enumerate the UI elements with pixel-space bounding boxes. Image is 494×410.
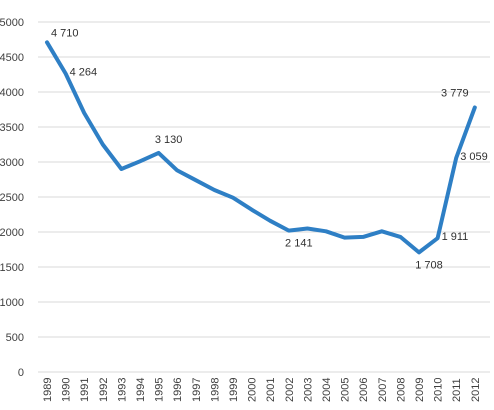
x-tick-label: 1993 [116, 378, 128, 402]
x-tick-label: 2006 [358, 378, 370, 402]
y-tick-label: 3000 [0, 157, 24, 169]
x-tick-label: 1999 [228, 378, 240, 402]
x-tick-label: 2000 [247, 378, 259, 402]
data-label: 2 141 [285, 238, 313, 250]
data-label: 3 779 [441, 87, 469, 99]
data-label: 1 911 [442, 231, 469, 243]
y-tick-label: 5000 [0, 17, 24, 29]
x-tick-label: 1994 [135, 378, 147, 402]
data-label: 3 059 [460, 151, 488, 163]
x-tick-label: 1991 [79, 378, 91, 402]
data-label: 4 710 [51, 27, 79, 39]
y-tick-label: 3500 [0, 122, 24, 134]
x-tick-label: 2011 [451, 378, 463, 402]
x-tick-label: 2003 [302, 378, 314, 402]
data-label: 1 708 [415, 259, 443, 271]
x-tick-label: 2008 [395, 378, 407, 402]
data-label: 3 130 [155, 134, 183, 146]
y-tick-label: 1000 [0, 297, 24, 309]
y-tick-label: 500 [6, 332, 24, 344]
x-tick-label: 2005 [340, 378, 352, 402]
x-tick-label: 1990 [61, 378, 73, 402]
x-tick-label: 1992 [98, 378, 110, 402]
y-tick-label: 1500 [0, 262, 24, 274]
x-tick-label: 1997 [191, 378, 203, 402]
x-tick-label: 2012 [470, 378, 482, 402]
y-tick-label: 4000 [0, 87, 24, 99]
x-tick-label: 1989 [42, 378, 54, 402]
x-tick-label: 2010 [433, 378, 445, 402]
y-tick-label: 4500 [0, 52, 24, 64]
y-tick-label: 0 [18, 367, 24, 379]
data-label: 4 264 [70, 67, 98, 79]
x-tick-label: 2009 [414, 378, 426, 402]
x-tick-label: 1998 [209, 378, 221, 402]
x-tick-label: 2002 [284, 378, 296, 402]
x-tick-label: 2004 [321, 378, 333, 402]
x-tick-label: 1995 [154, 378, 166, 402]
x-tick-label: 2001 [265, 378, 277, 402]
y-tick-label: 2500 [0, 192, 24, 204]
y-tick-label: 2000 [0, 227, 24, 239]
x-tick-label: 1996 [172, 378, 184, 402]
x-tick-label: 2007 [377, 378, 389, 402]
series-line [45, 40, 477, 255]
